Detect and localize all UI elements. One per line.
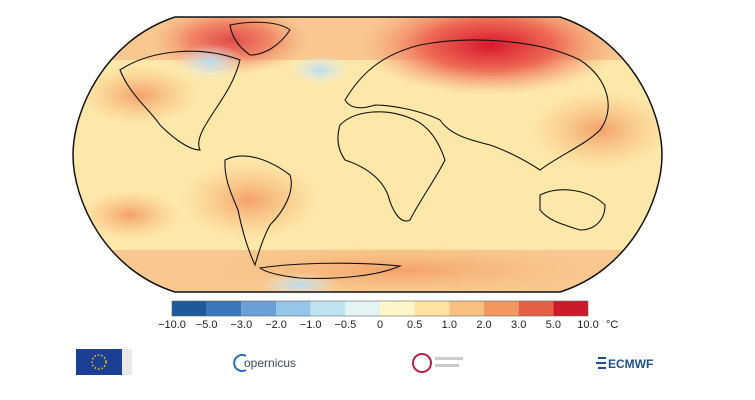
colorbar-bin [449,301,484,316]
colorbar-label: −5.0 [196,319,218,331]
colorbar-label: 3.0 [511,319,526,331]
coastlines [119,21,609,279]
copernicus-logo: opernicus [233,354,296,372]
colorbar-bin [172,301,207,316]
colorbar-label: 0.5 [407,319,422,331]
colorbar-unit: °C [606,319,618,331]
colorbar-label: 1.0 [442,319,457,331]
temperature-field [73,17,662,292]
c3s-logo [412,353,463,373]
colorbar-bin [310,301,346,316]
colorbar-label: −2.0 [265,319,287,331]
colorbar-label: −1.0 [300,319,322,331]
colorbar-bin [345,301,380,316]
map-outline [72,16,663,293]
colorbar-label: 0 [377,319,383,331]
copernicus-text: opernicus [244,356,296,370]
colorbar-bin [276,301,311,316]
colorbar-frame [171,300,589,317]
colorbar-label: 5.0 [546,319,561,331]
colorbar: −10.0 −5.0 −3.0 −2.0 −1.0 −0.5 0 0.5 1.0 2.0 3.0 5.… [158,300,618,331]
colorbar-label: 10.0 [577,319,598,331]
colorbar-bin [518,301,554,316]
colorbar-label: −10.0 [158,319,186,331]
ecmwf-text: ECMWF [608,357,653,371]
ecmwf-logo: ECMWF [596,357,653,371]
colorbar-bin [414,301,450,316]
colorbar-bin [241,301,276,316]
colorbar-bin [206,301,242,316]
colorbar-label: −0.5 [334,319,356,331]
colorbar-label: −3.0 [230,319,252,331]
colorbar-bin [484,301,519,316]
colorbar-bin [380,301,415,316]
colorbar-bin [553,301,588,316]
colorbar-label: 2.0 [476,319,491,331]
eu-logo [76,349,132,375]
